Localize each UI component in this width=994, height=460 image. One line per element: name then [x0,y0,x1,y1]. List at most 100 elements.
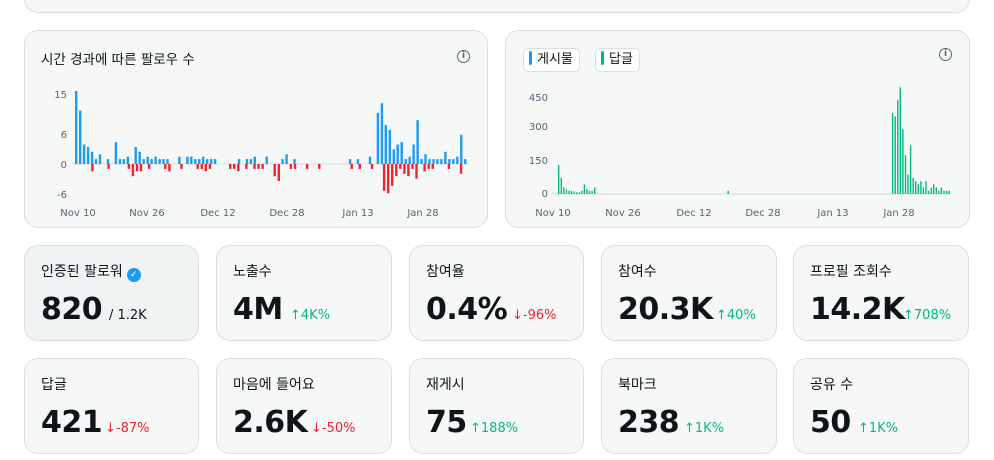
stat-label: 답글 [41,377,67,393]
stat-value: 421 [41,405,103,440]
bar-답글 [560,177,562,194]
bar-답글 [909,145,912,194]
stat-delta: ↓-87% [105,421,150,436]
stat-delta: ↑4K% [290,308,331,323]
bar-follows [154,156,157,164]
bar-follows [376,112,380,164]
stat-label: 프로필 조회수 [810,264,892,280]
stat-value: 14.2K [810,292,905,327]
x-tick: Dec 12 [676,208,711,219]
y-tick: 450 [529,93,548,104]
bar-답글 [945,190,948,194]
x-tick: Jan 28 [882,208,914,219]
stat-delta: ↑1K% [684,421,725,436]
bar-답글 [563,187,565,194]
stat-delta: ↑40% [716,308,756,323]
stat-profile-visits[interactable]: 프로필 조회수 14.2K ↑708% [793,245,969,341]
bar-follows [82,144,86,164]
x-tick: Jan 13 [341,208,373,219]
stat-delta: ↑1K% [858,421,899,436]
legend-swatch [601,51,604,65]
bar-follows [198,159,201,164]
y-tick: 0 [61,160,67,171]
bar-답글 [899,87,901,194]
bar-follows [400,142,403,164]
bar-unfollows [423,164,426,172]
bar-unfollows [277,164,280,181]
stat-shares[interactable]: 공유 수 50 ↑1K% [793,358,969,454]
bar-답글 [897,100,899,194]
bar-follows [98,154,102,164]
bar-답글 [591,190,593,194]
x-tick: Jan 28 [406,208,438,219]
bar-unfollows [382,164,386,191]
bar-follows [285,154,288,164]
bar-follows [166,159,169,164]
bar-follows [138,151,141,164]
x-tick: Nov 10 [535,208,570,219]
bar-follows [460,134,463,164]
bar-unfollows [399,164,402,169]
bar-unfollows [204,164,207,172]
bar-답글 [917,184,919,194]
bar-follows [118,159,122,164]
bar-follows [158,159,161,164]
bar-답글 [594,187,596,194]
bar-follows [249,159,253,164]
bar-follows [464,159,467,164]
bar-follows [122,159,125,164]
bar-unfollows [391,164,394,186]
bar-답글 [938,190,940,194]
stat-label: 참여율 [426,264,465,280]
stat-impressions[interactable]: 노출수 4M ↑4K% [216,245,392,341]
bar-follows [253,156,256,164]
stat-likes[interactable]: 마음에 들어요 2.6K ↓-50% [216,358,392,454]
followers-chart-card: 시간 경과에 따른 팔로우 수 i 15 6 0 -6 Nov 10 Nov 2… [24,30,488,228]
legend-posts[interactable]: 게시물 [523,48,580,72]
bar-follows [194,159,197,164]
bar-답글 [576,192,578,194]
bar-follows [281,159,284,164]
bar-follows [412,144,415,164]
stat-label: 참여수 [618,264,657,280]
stat-replies[interactable]: 답글 421 ↓-87% [24,358,199,454]
x-tick: Nov 26 [129,208,164,219]
stat-verified-followers[interactable]: 인증된 팔로워 ✓ 820 / 1.2K [24,245,199,341]
bar-unfollows [293,164,297,169]
bar-follows [106,159,110,164]
stat-engagement-rate[interactable]: 참여율 0.4% ↓-96% [409,245,584,341]
bar-follows [440,159,443,164]
stat-label: 북마크 [618,377,657,393]
info-icon[interactable]: i [939,48,952,61]
stat-value: 75 [426,405,467,440]
bar-follows [190,156,193,164]
legend-label: 답글 [609,52,633,67]
bar-답글 [565,189,568,194]
bar-follows [456,156,459,164]
bar-답글 [922,187,925,194]
bar-follows [452,159,455,164]
bar-follows [432,159,435,164]
legend-replies[interactable]: 답글 [595,48,640,72]
followers-chart-title: 시간 경과에 따른 팔로우 수 [41,52,195,68]
bar-unfollows [253,164,256,169]
bar-follows [293,159,296,164]
stat-bookmarks[interactable]: 북마크 238 ↑1K% [601,358,777,454]
bar-follows [448,159,451,164]
bar-답글 [902,129,904,194]
bar-follows [245,159,249,164]
y-tick: 0 [542,189,548,200]
stat-label: 공유 수 [810,377,854,393]
bar-follows [348,159,352,164]
posts-chart-card: 게시물 답글 i 450 300 150 0 Nov 10 Nov 26 Dec… [505,30,970,228]
stat-engagements[interactable]: 참여수 20.3K ↑40% [601,245,777,341]
bar-follows [90,151,94,164]
bar-follows [94,159,98,164]
stat-label: 마음에 들어요 [233,377,315,393]
stat-reposts[interactable]: 재게시 75 ↑188% [409,358,584,454]
bar-follows [265,156,268,164]
info-icon[interactable]: i [457,50,470,63]
bar-답글 [920,181,922,194]
posts-chart: 450 300 150 0 Nov 10 Nov 26 Dec 12 Dec 2… [529,87,951,219]
bar-unfollows [208,164,212,169]
